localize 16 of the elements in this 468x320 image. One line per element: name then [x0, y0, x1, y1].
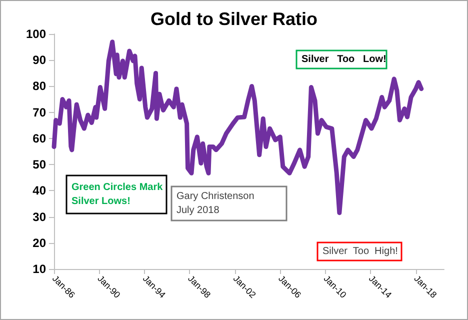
annotation: Gary Christenson July 2018 — [176, 191, 254, 216]
chart-title: Gold to Silver Ratio — [150, 9, 318, 29]
y-tick-label: 60 — [32, 131, 46, 146]
y-tick-label: 90 — [32, 53, 46, 68]
annotation: Silver Too High! — [322, 246, 398, 257]
y-tick-label: 30 — [32, 210, 46, 224]
y-tick-label: 50 — [32, 158, 46, 172]
annotation: Silver Too Low! — [302, 54, 386, 65]
y-tick-label: 70 — [32, 105, 46, 120]
y-tick-label: 100 — [26, 27, 46, 41]
line-series — [52, 40, 424, 216]
y-tick-label: 80 — [32, 79, 46, 94]
y-tick-label: 20 — [32, 236, 46, 250]
annotation: Green Circles Mark Silver Lows! — [72, 182, 164, 207]
y-tick-label: 40 — [32, 184, 46, 198]
y-tick-label: 10 — [32, 262, 46, 276]
